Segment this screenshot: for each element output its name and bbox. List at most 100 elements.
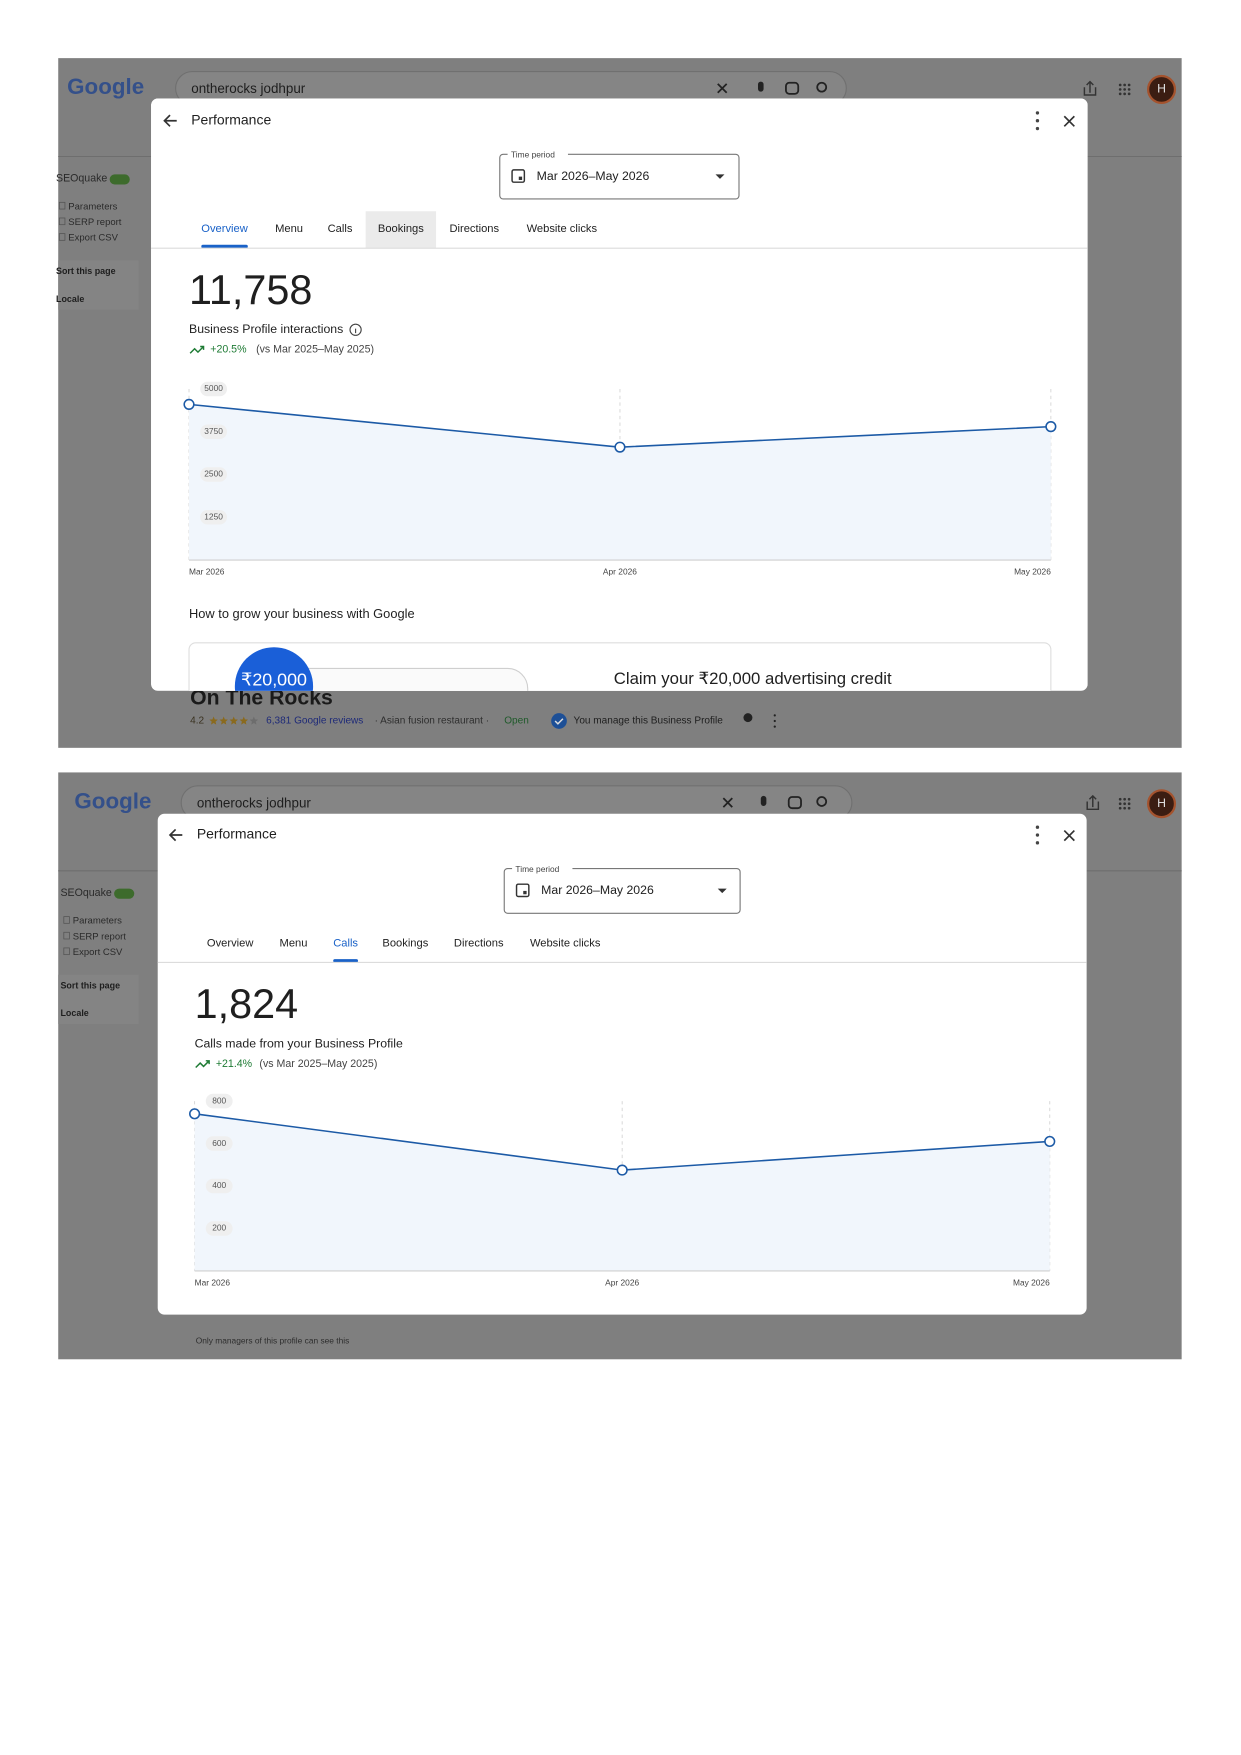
clear-icon[interactable] (717, 83, 728, 94)
share-icon[interactable] (1086, 794, 1100, 811)
menu-dot[interactable] (1035, 111, 1040, 115)
share-icon[interactable] (1083, 80, 1097, 96)
apps-icon-dot[interactable] (1123, 88, 1126, 91)
apps-icon-dot[interactable] (1118, 806, 1122, 810)
avatar[interactable] (1147, 789, 1177, 819)
apps-icon-dot[interactable] (1118, 92, 1122, 96)
search-query[interactable]: ontherocks jodhpur (197, 795, 312, 810)
seoquake-toggle[interactable] (109, 174, 130, 185)
lens-icon[interactable] (787, 796, 802, 810)
close-button[interactable] (1063, 115, 1075, 127)
apps-icon-dot[interactable] (1127, 88, 1131, 91)
menu-dot[interactable] (1035, 825, 1040, 829)
more-dot[interactable] (773, 719, 776, 723)
apps-icon-dot[interactable] (1118, 88, 1122, 91)
trend-icon (189, 345, 205, 354)
more-dot[interactable] (773, 714, 776, 717)
tab[interactable]: Bookings (378, 223, 424, 235)
dialog-title: Performance (197, 826, 277, 842)
sidebar-item[interactable]: SERP report (73, 931, 127, 942)
clear-icon[interactable] (722, 797, 733, 808)
apps-icon-dot[interactable] (1118, 797, 1122, 801)
time-period-field[interactable] (499, 153, 740, 200)
locale-label[interactable]: Locale (56, 294, 84, 304)
y-tick-pill (200, 381, 228, 397)
sidebar-icon (58, 201, 66, 210)
apps-icon-dot[interactable] (1123, 806, 1126, 810)
time-period-value[interactable]: Mar 2026–May 2026 (541, 883, 654, 897)
y-tick-pill (205, 1221, 233, 1236)
apps-icon-dot[interactable] (1118, 802, 1122, 806)
apps-icon-dot[interactable] (1123, 802, 1126, 806)
seoquake-label: SEOquake (56, 173, 107, 185)
rating-star (229, 716, 238, 725)
dropdown-arrow[interactable] (717, 888, 727, 894)
sidebar-item[interactable]: Parameters (73, 916, 122, 927)
tab[interactable]: Overview (201, 223, 248, 235)
tab[interactable]: Website clicks (530, 937, 601, 949)
menu-dot[interactable] (1035, 126, 1040, 131)
search-icon[interactable] (816, 81, 828, 93)
sidebar-panel (58, 974, 139, 1024)
time-period-value[interactable]: Mar 2026–May 2026 (537, 169, 650, 183)
menu-dot[interactable] (1035, 841, 1040, 845)
listing-managed: You manage this Business Profile (574, 716, 724, 727)
sidebar-icon (63, 931, 70, 940)
apps-icon-dot[interactable] (1127, 92, 1131, 96)
apps-icon-dot[interactable] (1127, 83, 1131, 87)
dropdown-arrow[interactable] (715, 174, 725, 179)
sidebar-panel (58, 260, 139, 310)
search-query[interactable]: ontherocks jodhpur (191, 81, 306, 96)
apps-icon-dot[interactable] (1123, 92, 1126, 96)
apps-icon-dot[interactable] (1127, 797, 1131, 801)
y-tick-label: 2500 (204, 469, 223, 479)
time-period-field[interactable] (503, 867, 741, 914)
tab[interactable]: Overview (207, 937, 254, 949)
tab[interactable]: Website clicks (527, 223, 598, 235)
rating-star (239, 716, 249, 725)
time-period-label: Time period (511, 150, 555, 160)
sort-label[interactable]: Sort this page (56, 266, 116, 276)
grow-heading: How to grow your business with Google (189, 606, 415, 621)
tab[interactable]: Directions (454, 937, 504, 949)
info-icon[interactable] (349, 323, 362, 336)
apps-icon-dot[interactable] (1118, 83, 1122, 87)
sidebar-item[interactable]: Parameters (68, 201, 117, 212)
menu-dot[interactable] (1035, 119, 1040, 123)
apps-icon-dot[interactable] (1127, 802, 1131, 806)
y-tick-pill (205, 1093, 233, 1109)
sidebar-item[interactable]: Export CSV (73, 947, 123, 958)
tab[interactable]: Directions (449, 223, 499, 235)
tab[interactable]: Bookings (382, 937, 428, 949)
close-button[interactable] (1063, 829, 1075, 842)
seoquake-toggle[interactable] (114, 888, 135, 899)
apps-icon-dot[interactable] (1123, 83, 1126, 87)
y-tick-label: 3750 (204, 426, 223, 436)
listing-category: · Asian fusion restaurant · (375, 716, 489, 727)
mic-icon[interactable] (760, 795, 767, 806)
back-button[interactable] (168, 828, 183, 842)
locale-label[interactable]: Locale (60, 1008, 88, 1018)
avatar[interactable] (1147, 74, 1177, 104)
more-dot[interactable] (773, 725, 776, 728)
sidebar-item[interactable]: SERP report (68, 217, 122, 228)
metric-comparison: (vs Mar 2025–May 2025) (256, 344, 374, 356)
back-button[interactable] (163, 114, 177, 127)
apps-icon-dot[interactable] (1123, 797, 1126, 801)
menu-dot[interactable] (1035, 833, 1040, 837)
tab[interactable]: Calls (333, 937, 358, 949)
promo-card[interactable] (188, 642, 1052, 721)
sidebar-item[interactable]: Export CSV (68, 233, 118, 244)
area (194, 1113, 1050, 1271)
tab[interactable]: Menu (280, 937, 308, 949)
sort-label[interactable]: Sort this page (60, 980, 120, 990)
listing-reviews[interactable]: 6,381 Google reviews (266, 716, 363, 727)
lens-icon[interactable] (785, 81, 800, 95)
apps-icon-dot[interactable] (1127, 806, 1131, 810)
search-icon[interactable] (816, 796, 828, 807)
mic-icon[interactable] (757, 81, 764, 92)
tab[interactable]: Menu (275, 223, 303, 235)
tab[interactable]: Calls (328, 223, 353, 235)
avatar-initial: H (1157, 796, 1166, 810)
